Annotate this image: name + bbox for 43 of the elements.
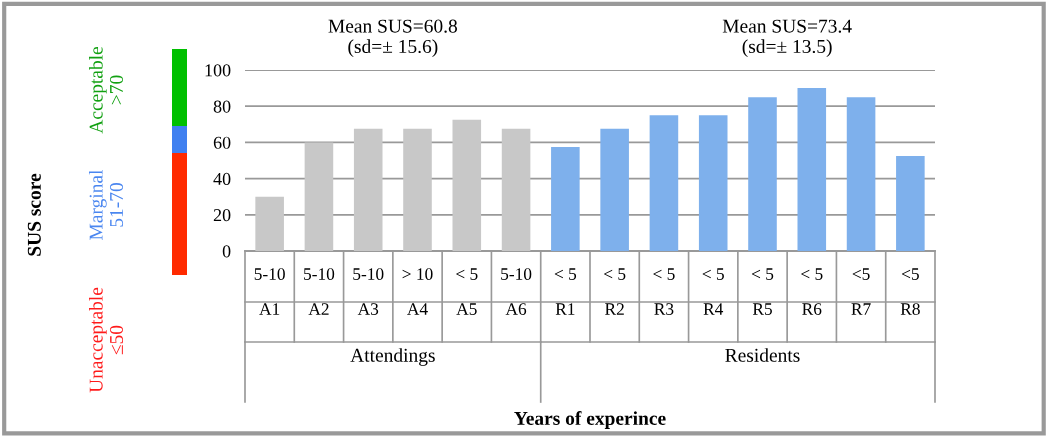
y-tick-label: 60 [213,136,231,149]
bar [551,146,580,251]
y-tick-label: 80 [213,100,231,113]
bar [501,128,531,251]
bar [353,128,383,251]
category-label: 5-10 A3 [353,268,384,315]
category-label: < 5 R5 [751,268,774,315]
bar [698,115,728,251]
bar [896,155,925,251]
text: SUS score [27,173,41,256]
category-label: > 10 A4 [402,268,433,315]
text: Marginal 51-70 [88,169,124,240]
text: Mean SUS=73.4 (sd=± 13.5) [722,19,852,57]
category-label: < 5 R3 [653,268,675,315]
category-label: < 5 R1 [554,268,577,315]
bar [304,142,334,251]
y-tick-label: 20 [213,209,231,222]
text: Mean SUS=60.8 (sd=± 15.6) [328,19,458,57]
category-label: < 5 R4 [702,268,724,315]
category-label: < 5 R2 [604,268,626,315]
category-label: <5 R7 [851,268,871,315]
text: Residents [725,348,800,362]
bar [452,119,482,251]
category-label: < 5 R6 [801,268,823,315]
bar [846,97,876,251]
bar [255,196,284,251]
bar [748,97,777,251]
category-label: <5 R8 [900,268,920,315]
y-tick-label: 100 [205,64,231,77]
text: Acceptable >70 [89,46,124,134]
y-tick-label: 0 [222,245,231,258]
y-tick-label: 40 [213,172,231,186]
bar [797,88,827,251]
text: Unacceptable ≤50 [89,287,124,393]
text: Years of experince [514,411,666,429]
category-label: 5-10 A2 [304,268,335,315]
bar [649,115,679,251]
category-label: < 5 A5 [456,268,478,315]
category-label: 5-10 A1 [254,268,285,315]
bar [600,128,629,251]
bar [403,128,432,251]
category-label: 5-10 A6 [501,268,532,315]
text: Attendings [350,348,435,366]
